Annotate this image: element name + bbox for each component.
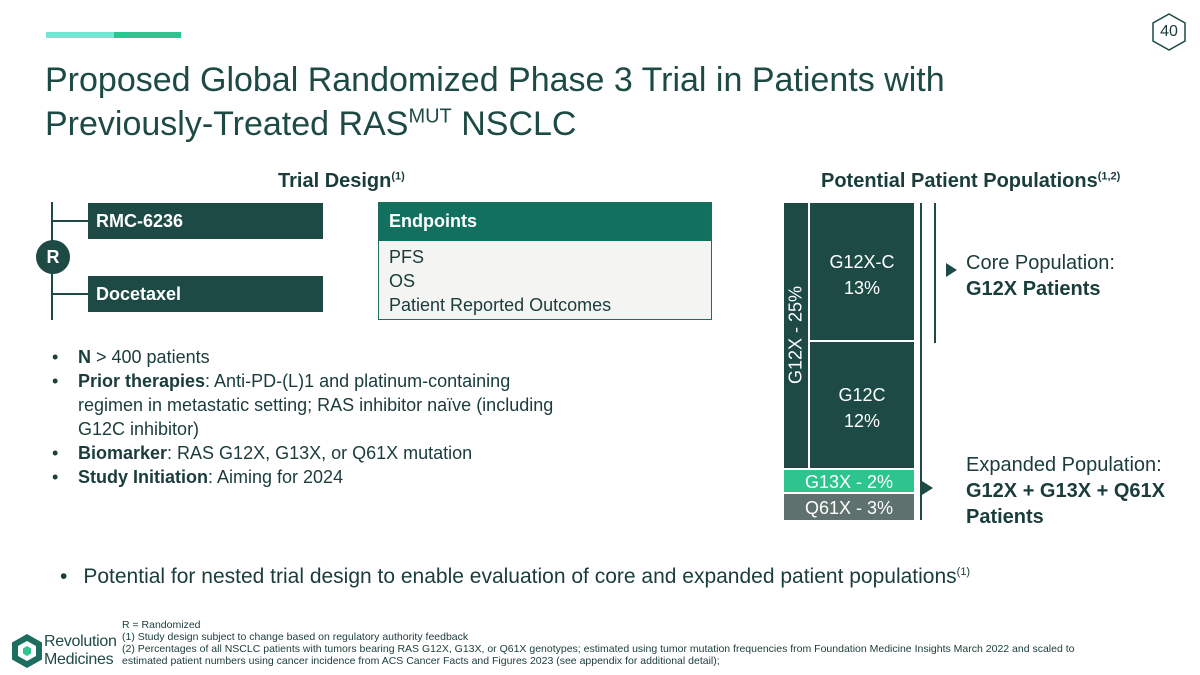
arm-connector-1 — [51, 220, 88, 222]
footnotes: R = Randomized (1) Study design subject … — [122, 619, 1122, 667]
endpoint-item: PFS — [389, 247, 425, 267]
endpoints-heading: Endpoints — [379, 203, 711, 241]
arm-connector-2 — [51, 293, 88, 295]
expanded-population: Expanded Population: G12X + G13X + Q61X … — [966, 454, 1166, 528]
trial-bullets: • N > 400 patients • Prior therapies: Anti… — [52, 345, 612, 489]
g12x-group-label: G12X - 25% — [784, 203, 808, 468]
segment-g12c: G12C 12% — [808, 342, 914, 468]
segment-g12x-c: G12X-C 13% — [808, 203, 914, 342]
randomized-badge: R — [36, 240, 70, 274]
slide-title: Proposed Global Randomized Phase 3 Trial… — [45, 58, 1085, 146]
logo-text: Medicines — [44, 651, 114, 668]
bullet-item: • Biomarker: RAS G12X, G13X, or Q61X muta… — [52, 443, 473, 463]
page-number: 40 — [1160, 23, 1178, 40]
footnote: (1) Study design subject to change based… — [122, 631, 469, 643]
expanded-arrow-icon — [922, 481, 933, 495]
company-logo: Revolution Medicines — [10, 631, 120, 671]
endpoints-box: Endpoints PFS OS Patient Reported Outcom… — [378, 202, 712, 320]
accent-bar-green — [114, 32, 181, 38]
arm-rmc-6236: RMC-6236 — [88, 203, 323, 239]
accent-bar-light — [46, 32, 114, 38]
endpoint-item: OS — [389, 271, 416, 291]
population-stack: G12X - 25% G12X-C 13% G12C 12% G13X - 2%… — [784, 203, 914, 520]
logo-mark-icon — [12, 634, 42, 668]
segment-q61x: Q61X - 3% — [784, 492, 914, 520]
arm-docetaxel: Docetaxel — [88, 276, 323, 312]
title-line-1: Proposed Global Randomized Phase 3 Trial… — [45, 61, 945, 99]
endpoint-item: Patient Reported Outcomes — [389, 295, 612, 315]
trial-design-heading: Trial Design(1) — [278, 170, 405, 192]
logo-text: Revolution — [44, 633, 117, 650]
bullet-item: • N > 400 patients — [52, 347, 210, 367]
title-line-2: Previously-Treated RASMUT NSCLC — [45, 105, 577, 143]
hexagon-icon — [1152, 13, 1186, 51]
segment-g13x: G13X - 2% — [784, 468, 914, 492]
core-arrow-icon — [946, 263, 957, 277]
expanded-bracket — [920, 203, 922, 520]
populations-heading: Potential Patient Populations(1,2) — [821, 170, 1121, 192]
bottom-bullet: • Potential for nested trial design to en… — [60, 565, 971, 588]
footnote: (2) Percentages of all NSCLC patients wi… — [122, 643, 1075, 667]
core-population: Core Population: G12X Patients — [966, 252, 1115, 300]
footnote: R = Randomized — [122, 619, 201, 631]
bullet-item: • Prior therapies: Anti-PD-(L)1 and plati… — [52, 371, 554, 439]
core-bracket — [934, 203, 936, 343]
page-number-badge: 40 — [1150, 12, 1188, 52]
bullet-item: • Study Initiation: Aiming for 2024 — [52, 467, 344, 487]
